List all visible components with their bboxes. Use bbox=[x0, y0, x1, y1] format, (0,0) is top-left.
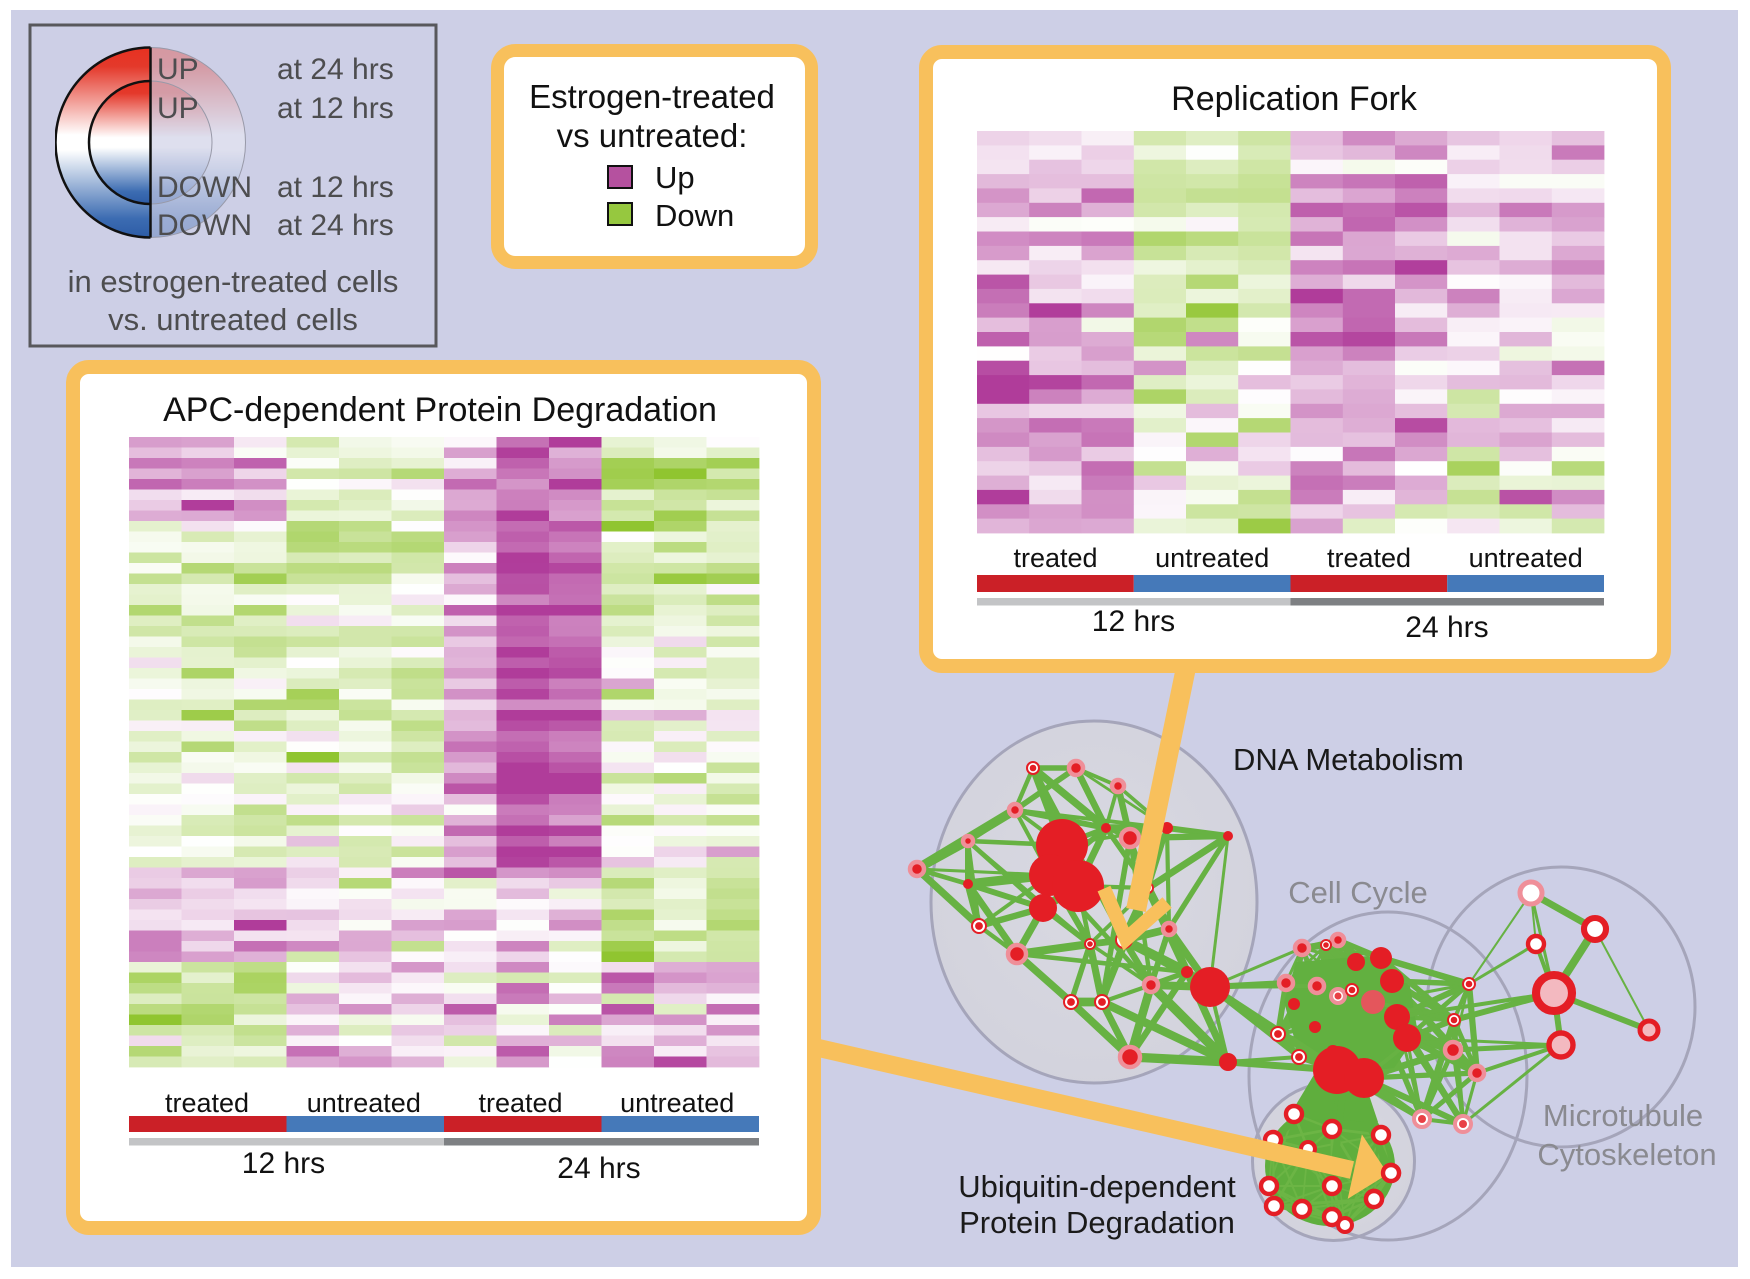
svg-text:untreated: untreated bbox=[1155, 543, 1269, 573]
svg-text:UP: UP bbox=[157, 92, 199, 125]
svg-text:at 12 hrs: at 12 hrs bbox=[277, 92, 394, 125]
svg-text:24 hrs: 24 hrs bbox=[557, 1152, 640, 1185]
svg-text:Replication Fork: Replication Fork bbox=[1171, 80, 1418, 118]
svg-text:DOWN: DOWN bbox=[157, 209, 252, 242]
svg-text:UP: UP bbox=[157, 53, 199, 86]
svg-text:DOWN: DOWN bbox=[157, 171, 252, 204]
svg-text:24 hrs: 24 hrs bbox=[1405, 611, 1488, 644]
svg-text:at 12 hrs: at 12 hrs bbox=[277, 171, 394, 204]
svg-text:Up: Up bbox=[655, 160, 695, 195]
svg-text:vs. untreated cells: vs. untreated cells bbox=[108, 302, 358, 337]
svg-text:Estrogen-treated: Estrogen-treated bbox=[529, 78, 775, 115]
svg-text:DNA Metabolism: DNA Metabolism bbox=[1233, 742, 1464, 777]
svg-text:treated: treated bbox=[165, 1088, 249, 1118]
svg-text:untreated: untreated bbox=[307, 1088, 421, 1118]
svg-text:treated: treated bbox=[478, 1088, 562, 1118]
svg-text:APC-dependent Protein Degradat: APC-dependent Protein Degradation bbox=[163, 391, 717, 429]
svg-text:treated: treated bbox=[1327, 543, 1411, 573]
svg-text:in estrogen-treated cells: in estrogen-treated cells bbox=[68, 264, 399, 299]
svg-text:at 24 hrs: at 24 hrs bbox=[277, 209, 394, 242]
svg-text:Microtubule: Microtubule bbox=[1543, 1098, 1703, 1133]
svg-text:12 hrs: 12 hrs bbox=[242, 1147, 325, 1180]
svg-text:untreated: untreated bbox=[620, 1088, 734, 1118]
svg-text:vs untreated:: vs untreated: bbox=[557, 117, 748, 154]
svg-text:untreated: untreated bbox=[1469, 543, 1583, 573]
svg-text:Cytoskeleton: Cytoskeleton bbox=[1537, 1137, 1716, 1172]
svg-text:treated: treated bbox=[1013, 543, 1097, 573]
svg-text:Down: Down bbox=[655, 198, 734, 233]
svg-text:Cell Cycle: Cell Cycle bbox=[1288, 875, 1428, 910]
svg-text:12 hrs: 12 hrs bbox=[1092, 605, 1175, 638]
svg-text:Ubiquitin-dependent: Ubiquitin-dependent bbox=[958, 1169, 1236, 1204]
svg-text:at 24 hrs: at 24 hrs bbox=[277, 53, 394, 86]
svg-text:Protein Degradation: Protein Degradation bbox=[959, 1205, 1235, 1240]
